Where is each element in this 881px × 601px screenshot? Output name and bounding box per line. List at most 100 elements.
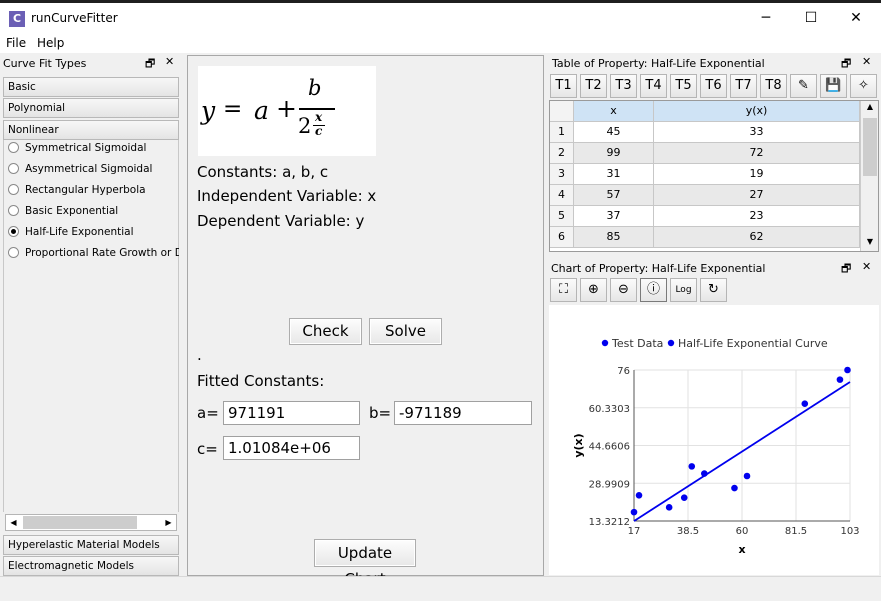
restore-panel-icon[interactable]: 🗗 bbox=[145, 57, 156, 70]
row-number[interactable]: 4 bbox=[550, 185, 574, 206]
log-button[interactable]: Log bbox=[670, 278, 697, 302]
curve-type-option[interactable]: Symmetrical Sigmoidal bbox=[8, 141, 147, 160]
cell-x[interactable]: 45 bbox=[574, 122, 654, 143]
curve-type-option[interactable]: Asymmetrical Sigmoidal bbox=[8, 162, 152, 181]
update-chart-button[interactable]: Update Chart bbox=[314, 539, 416, 588]
legend-marker-test-data bbox=[601, 339, 609, 347]
close-panel-icon[interactable]: ✕ bbox=[862, 55, 872, 68]
b-field[interactable]: -971189 bbox=[394, 401, 532, 425]
formula-two: 2 bbox=[298, 114, 312, 138]
curve-type-option[interactable]: Rectangular Hyperbola bbox=[8, 183, 146, 202]
x-tick-label: 17 bbox=[628, 526, 641, 537]
curve-type-option[interactable]: Basic Exponential bbox=[8, 204, 118, 223]
scroll-down-icon[interactable]: ▼ bbox=[866, 237, 874, 246]
horizontal-scrollbar[interactable]: ◀ ▶ bbox=[5, 514, 177, 531]
row-number[interactable]: 5 bbox=[550, 206, 574, 227]
curve-type-option[interactable]: Proportional Rate Growth or Decay bbox=[8, 246, 179, 265]
category-electromagnetic[interactable]: Electromagnetic Models bbox=[3, 556, 179, 576]
fit-view-icon[interactable]: ⛶ bbox=[550, 278, 577, 302]
close-panel-icon[interactable]: ✕ bbox=[165, 55, 175, 68]
cell-y[interactable]: 27 bbox=[654, 185, 860, 206]
maximize-button[interactable]: ☐ bbox=[804, 10, 818, 26]
tab-t6[interactable]: T6 bbox=[700, 74, 727, 98]
close-button[interactable]: ✕ bbox=[850, 10, 862, 26]
menu-help[interactable]: Help bbox=[37, 36, 65, 50]
a-field[interactable]: 971191 bbox=[223, 401, 360, 425]
check-button[interactable]: Check bbox=[289, 318, 362, 345]
radio-icon[interactable] bbox=[8, 204, 19, 216]
solve-button[interactable]: Solve bbox=[369, 318, 442, 345]
scatter-chart: 17 38.5 60 81.5 103 13.3212 28.9909 44.6606 60.3… bbox=[572, 337, 860, 556]
tab-t7[interactable]: T7 bbox=[730, 74, 757, 98]
dependent-variable-text: Dependent Variable: y bbox=[197, 212, 365, 230]
scroll-left-icon[interactable]: ◀ bbox=[10, 518, 17, 527]
y-tick-label: 60.3303 bbox=[589, 404, 630, 415]
c-field[interactable]: 1.01084e+06 bbox=[223, 436, 360, 460]
cell-x[interactable]: 99 bbox=[574, 143, 654, 164]
cell-y[interactable]: 19 bbox=[654, 164, 860, 185]
cell-x[interactable]: 57 bbox=[574, 185, 654, 206]
table-panel-header: Table of Property: Half-Life Exponential… bbox=[549, 55, 879, 73]
vertical-scrollbar[interactable]: ▲ ▼ bbox=[860, 101, 878, 251]
tab-t4[interactable]: T4 bbox=[640, 74, 667, 98]
data-point bbox=[743, 472, 751, 480]
cell-y[interactable]: 72 bbox=[654, 143, 860, 164]
tab-t3[interactable]: T3 bbox=[610, 74, 637, 98]
cell-y[interactable]: 23 bbox=[654, 206, 860, 227]
cell-y[interactable]: 62 bbox=[654, 227, 860, 248]
category-polynomial[interactable]: Polynomial bbox=[3, 98, 179, 118]
close-panel-icon[interactable]: ✕ bbox=[862, 260, 872, 273]
x-tick-label: 103 bbox=[840, 526, 859, 537]
info-icon[interactable]: ⓘ bbox=[640, 278, 667, 302]
option-label: Rectangular Hyperbola bbox=[25, 184, 146, 196]
tab-t5[interactable]: T5 bbox=[670, 74, 697, 98]
zoom-out-icon[interactable]: ⊖ bbox=[610, 278, 637, 302]
row-number[interactable]: 6 bbox=[550, 227, 574, 248]
radio-icon[interactable] bbox=[8, 183, 19, 195]
scroll-thumb[interactable] bbox=[23, 516, 137, 529]
zoom-in-icon[interactable]: ⊕ bbox=[580, 278, 607, 302]
clear-icon[interactable]: ✧ bbox=[850, 74, 877, 98]
curve-type-option[interactable]: Half-Life Exponential bbox=[8, 225, 134, 244]
category-hyperelastic[interactable]: Hyperelastic Material Models bbox=[3, 535, 179, 555]
scroll-right-icon[interactable]: ▶ bbox=[165, 518, 172, 527]
cell-x[interactable]: 85 bbox=[574, 227, 654, 248]
restore-panel-icon[interactable]: 🗗 bbox=[841, 262, 852, 275]
category-basic[interactable]: Basic bbox=[3, 77, 179, 97]
chart-panel-title: Chart of Property: Half-Life Exponential bbox=[551, 262, 766, 275]
cell-x[interactable]: 37 bbox=[574, 206, 654, 227]
row-number[interactable]: 1 bbox=[550, 122, 574, 143]
minimize-button[interactable]: ─ bbox=[761, 10, 771, 26]
column-header-yx[interactable]: y(x) bbox=[654, 101, 860, 122]
x-tick-label: 81.5 bbox=[785, 526, 807, 537]
edit-table-icon[interactable]: ✎ bbox=[790, 74, 817, 98]
data-point bbox=[801, 400, 809, 408]
tab-t1[interactable]: T1 bbox=[550, 74, 577, 98]
scroll-thumb[interactable] bbox=[863, 118, 877, 176]
data-point bbox=[844, 366, 851, 374]
cell-y[interactable]: 33 bbox=[654, 122, 860, 143]
formula-a: a bbox=[254, 96, 269, 125]
radio-selected-icon[interactable] bbox=[8, 225, 19, 237]
radio-icon[interactable] bbox=[8, 246, 19, 258]
tab-t2[interactable]: T2 bbox=[580, 74, 607, 98]
tab-t8[interactable]: T8 bbox=[760, 74, 787, 98]
radio-icon[interactable] bbox=[8, 162, 19, 174]
column-header-x[interactable]: x bbox=[574, 101, 654, 122]
data-point bbox=[731, 484, 738, 492]
corner-cell bbox=[550, 101, 574, 122]
formula-exp-x: x bbox=[315, 110, 323, 124]
data-point bbox=[836, 376, 844, 383]
row-number[interactable]: 2 bbox=[550, 143, 574, 164]
category-nonlinear[interactable]: Nonlinear bbox=[3, 120, 179, 140]
menu-file[interactable]: File bbox=[6, 36, 27, 50]
save-icon[interactable]: 💾 bbox=[820, 74, 847, 98]
scroll-up-icon[interactable]: ▲ bbox=[866, 102, 874, 111]
radio-icon[interactable] bbox=[8, 141, 19, 153]
cell-x[interactable]: 31 bbox=[574, 164, 654, 185]
row-number[interactable]: 3 bbox=[550, 164, 574, 185]
data-point bbox=[635, 491, 643, 499]
restore-panel-icon[interactable]: 🗗 bbox=[841, 57, 852, 70]
refresh-icon[interactable]: ↻ bbox=[700, 278, 727, 302]
option-label: Symmetrical Sigmoidal bbox=[25, 142, 147, 154]
